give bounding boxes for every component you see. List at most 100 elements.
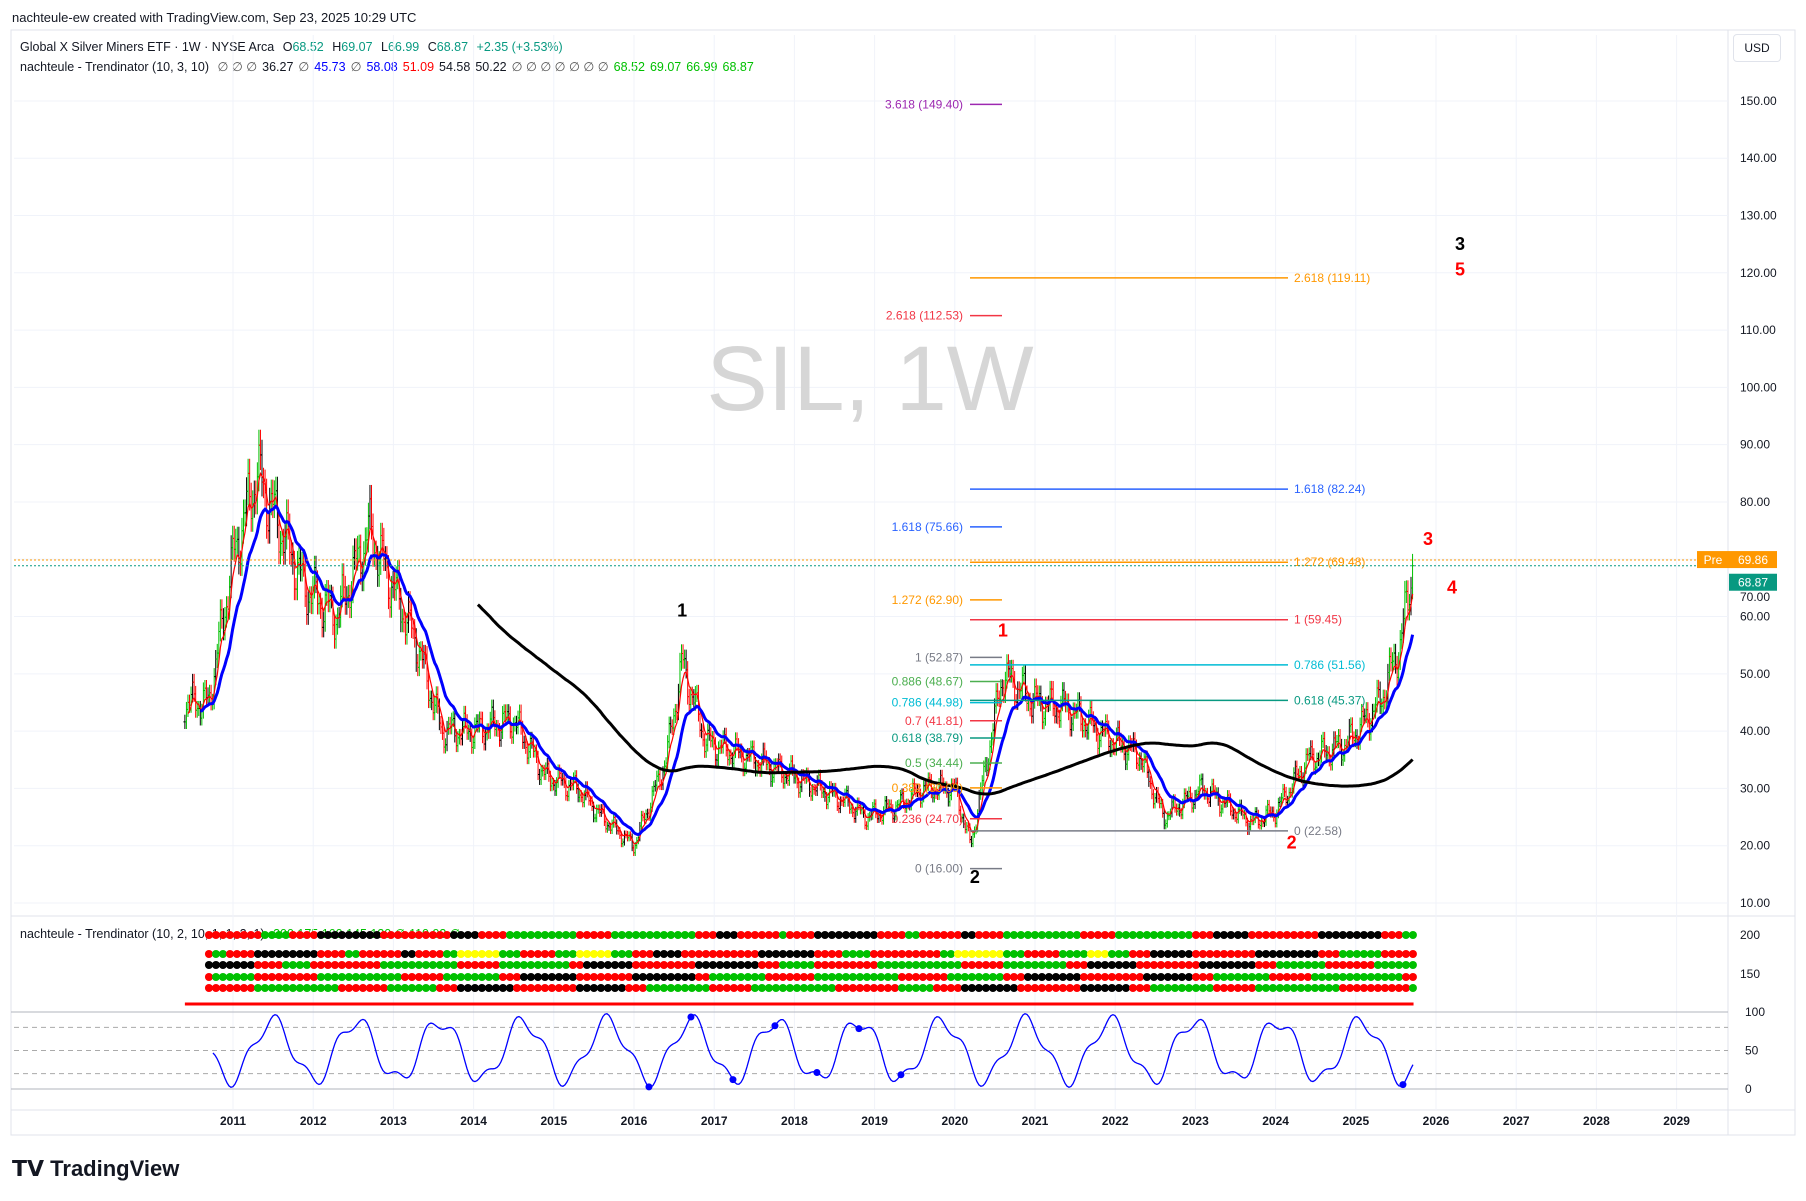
trend-band-dot <box>1044 961 1053 969</box>
trend-band-dot <box>463 973 472 981</box>
trend-band-dot <box>736 961 745 969</box>
time-tick-label: 2018 <box>781 1114 808 1128</box>
trend-band-dot <box>666 931 675 939</box>
trend-band-dot <box>722 984 731 992</box>
trend-band-dot <box>687 984 696 992</box>
trend-band-dot <box>883 931 892 939</box>
trend-band-dot <box>491 961 500 969</box>
trend-band-dot <box>932 950 941 958</box>
time-tick-label: 2012 <box>300 1114 327 1128</box>
trend-band-dot <box>589 931 598 939</box>
trend-band-dot <box>561 950 570 958</box>
trend-band-dot <box>1058 984 1067 992</box>
trend-band-dot <box>267 961 276 969</box>
trend-band-dot <box>1009 931 1018 939</box>
trend-band-dot <box>897 984 906 992</box>
trend-band-dot <box>589 961 598 969</box>
indicator-legend[interactable]: nachteule - Trendinator (10, 3, 10) ∅ ∅ … <box>20 59 759 74</box>
wave-label: 2 <box>970 867 980 887</box>
trend-band-dot <box>456 961 465 969</box>
trend-band-dot <box>582 931 591 939</box>
trend-band-dot <box>1289 973 1298 981</box>
trend-band-dot <box>484 961 493 969</box>
trend-band-dot <box>1149 973 1158 981</box>
trend-band-dot <box>897 950 906 958</box>
trend-band-dot <box>981 984 990 992</box>
trend-band-dot <box>1107 931 1116 939</box>
trend-band-dot <box>582 973 591 981</box>
trend-band-dot <box>967 950 976 958</box>
logo-text: TradingView <box>50 1156 180 1181</box>
trend-band-dot <box>393 984 402 992</box>
trend-band-dot <box>694 961 703 969</box>
trend-band-dot <box>582 984 591 992</box>
trend-band-dot <box>260 984 269 992</box>
trend-band-dot <box>1191 984 1200 992</box>
trend-band-dot <box>610 961 619 969</box>
trend-band-dot <box>645 984 654 992</box>
trend-band-dot <box>666 984 675 992</box>
trend-band-dot <box>428 973 437 981</box>
trend-band-dot <box>995 973 1004 981</box>
trend-band-dot <box>1093 961 1102 969</box>
trend-band-dot <box>316 973 325 981</box>
trend-band-dot <box>694 931 703 939</box>
trend-band-dot <box>1261 950 1270 958</box>
trend-band-dot <box>666 973 675 981</box>
trend-band-dot <box>1065 931 1074 939</box>
trend-band-dot <box>1401 931 1410 939</box>
trend-band-dot <box>708 973 717 981</box>
trend-band-dot <box>743 950 752 958</box>
trend-band-dot <box>1219 984 1228 992</box>
trend-band-dot <box>1359 973 1368 981</box>
indicator2-legend[interactable]: nachteule - Trendinator (10, 2, 10, 1, 1… <box>20 926 466 941</box>
trend-band-dot <box>568 973 577 981</box>
trend-band-dot <box>862 961 871 969</box>
trend-band-dot <box>876 961 885 969</box>
symbol-legend[interactable]: Global X Silver Miners ETF · 1W · NYSE A… <box>20 40 568 54</box>
trend-band-dot <box>995 984 1004 992</box>
trend-band-dot <box>435 984 444 992</box>
trend-band-dot <box>575 931 584 939</box>
osc-pivot-dot <box>855 1025 863 1033</box>
trend-band-dot <box>274 961 283 969</box>
trend-band-dot <box>351 973 360 981</box>
trend-band-dot <box>918 931 927 939</box>
trend-band-dot <box>477 984 486 992</box>
trend-band-dot <box>1373 931 1382 939</box>
tradingview-logo[interactable]: 𝗧𝗩 TradingView <box>12 1156 179 1182</box>
trend-band-dot <box>211 961 220 969</box>
trend-band-dot <box>540 950 549 958</box>
currency-button[interactable]: USD <box>1733 34 1781 62</box>
trend-band-dot <box>400 984 409 992</box>
time-tick-label: 2022 <box>1102 1114 1129 1128</box>
trend-band-dot <box>799 931 808 939</box>
trend-band-dot <box>1079 961 1088 969</box>
trend-band-dot <box>526 961 535 969</box>
trend-band-dot <box>764 973 773 981</box>
trend-band-dot <box>1275 984 1284 992</box>
trend-band-dot <box>498 961 507 969</box>
trend-band-dot <box>1205 973 1214 981</box>
trend-band-dot <box>925 931 934 939</box>
trend-band-dot <box>1023 931 1032 939</box>
trend-band-dot <box>1002 931 1011 939</box>
trend-band-dot <box>239 973 248 981</box>
trend-band-dot <box>939 961 948 969</box>
trend-band-dot <box>638 973 647 981</box>
trend-band-dot <box>1184 984 1193 992</box>
trend-band-dot <box>659 961 668 969</box>
trend-band-dot <box>330 973 339 981</box>
trend-band-dot <box>442 973 451 981</box>
trend-band-dot <box>288 984 297 992</box>
trend-band-dot <box>813 931 822 939</box>
trend-band-dot <box>1282 961 1291 969</box>
trend-band-dot <box>463 984 472 992</box>
trend-band-dot <box>449 973 458 981</box>
trend-band-dot <box>1128 973 1137 981</box>
trend-band-dot <box>1093 984 1102 992</box>
fib-level-label: 0.382 (30.09) <box>892 781 963 795</box>
trend-band-dot <box>792 931 801 939</box>
trend-band-dot <box>890 950 899 958</box>
